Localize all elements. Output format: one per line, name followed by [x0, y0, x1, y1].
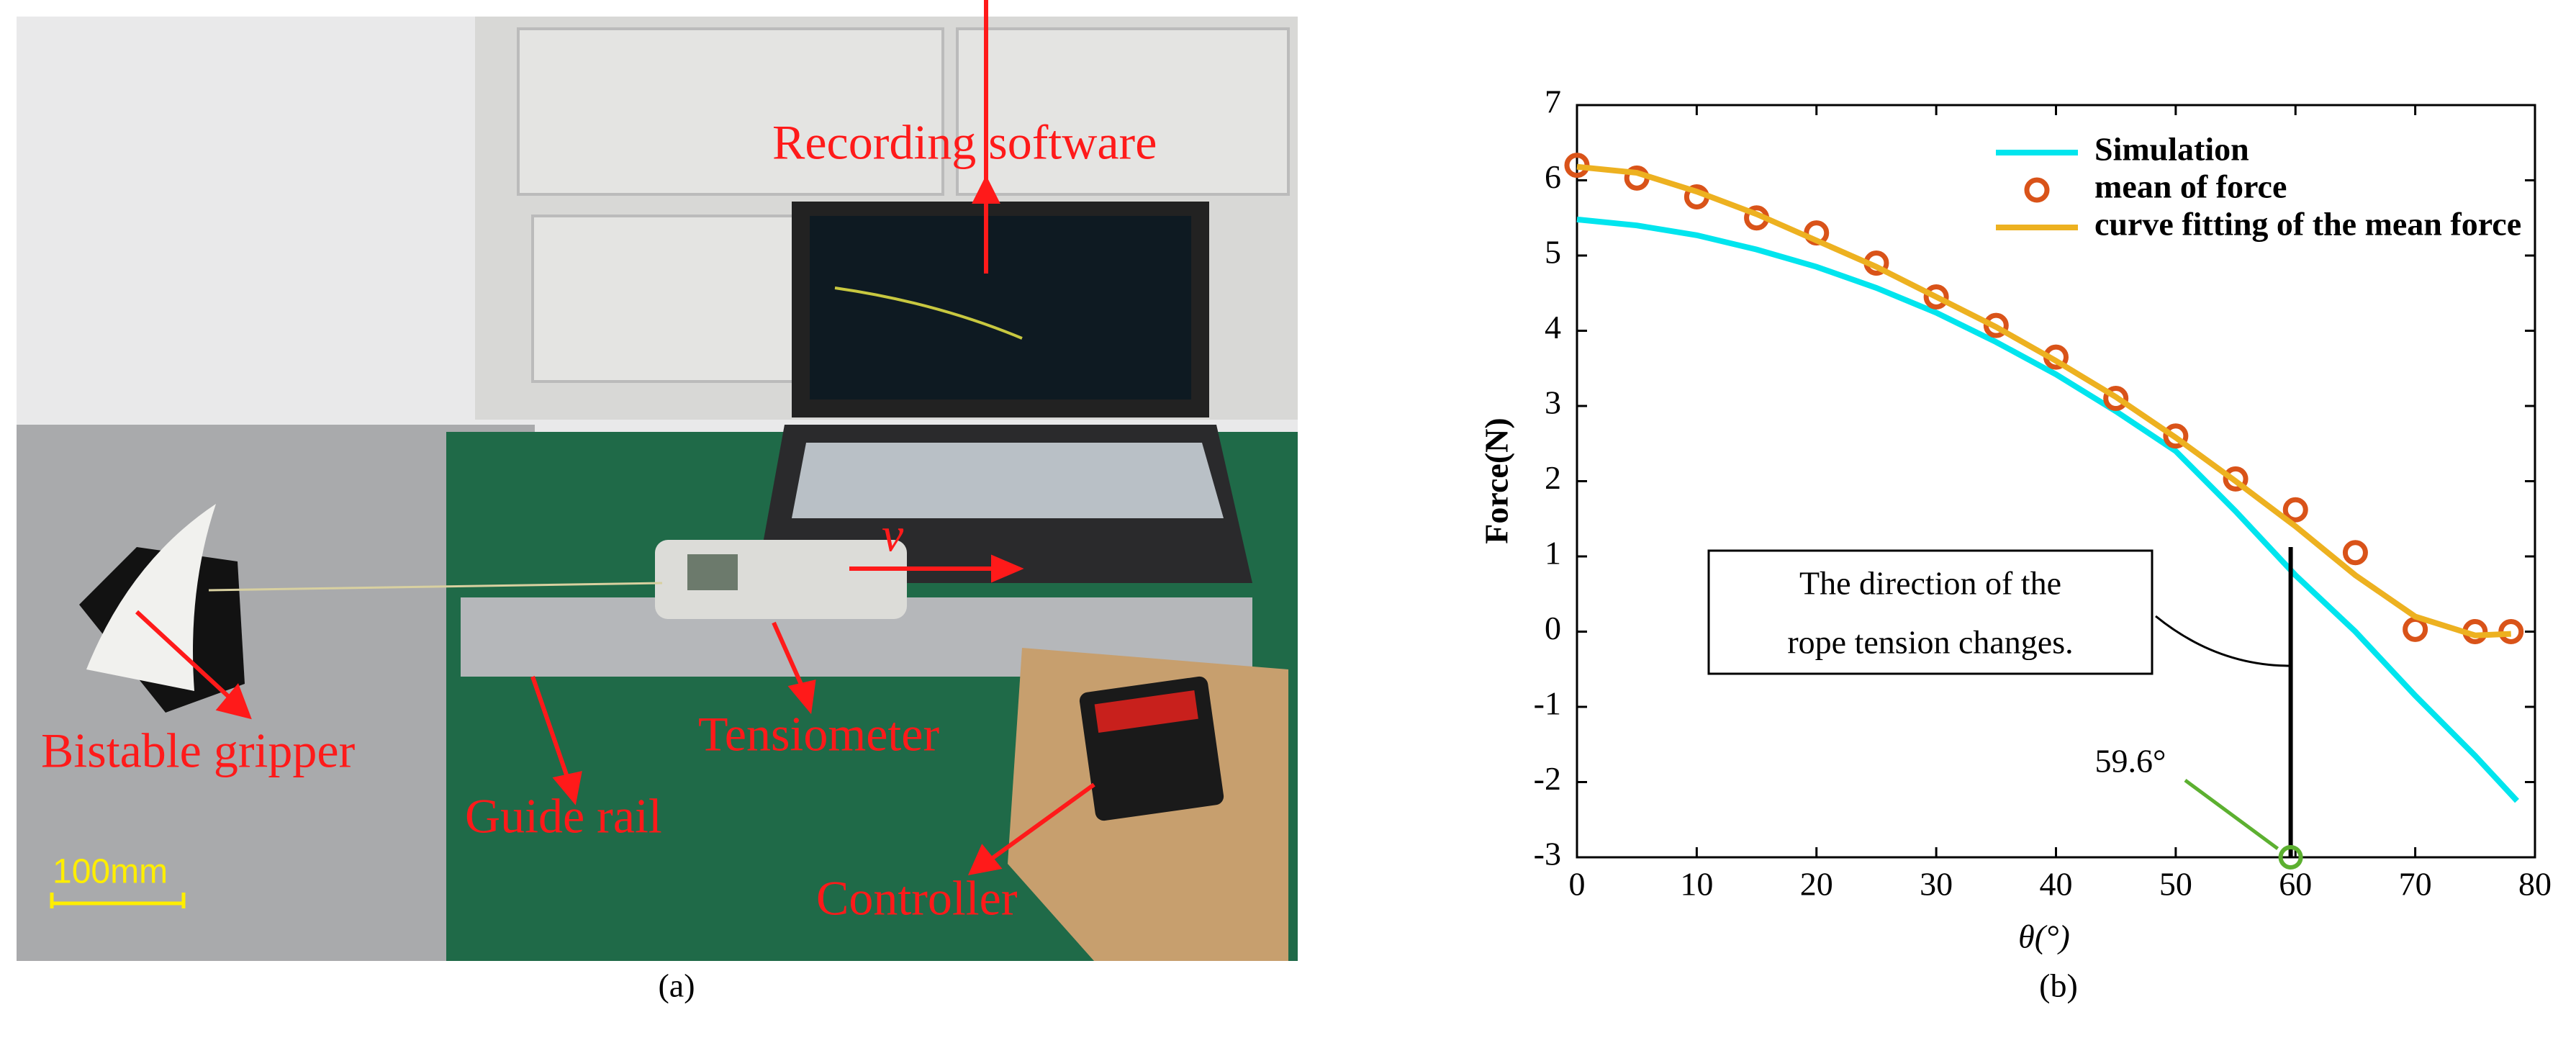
x-tick-label: 30 [1920, 866, 1953, 903]
x-tick-label: 10 [1680, 866, 1713, 903]
angle-marker [2278, 845, 2303, 870]
x-tick-label: 40 [2040, 866, 2073, 903]
marker [1923, 284, 1949, 310]
angle-label: 59.6° [2095, 743, 2166, 780]
legend-label: mean of force [2094, 168, 2287, 205]
arrow [135, 610, 232, 700]
scale-bar [50, 893, 186, 908]
y-tick-label: 2 [1545, 459, 1561, 496]
laptop-display [810, 216, 1191, 399]
arrow [530, 676, 571, 782]
photo-label: Guide rail [465, 789, 662, 844]
marker [1983, 312, 2009, 338]
arrowhead [215, 683, 252, 720]
x-tick-label: 60 [2279, 866, 2312, 903]
x-tick-label: 80 [2518, 866, 2552, 903]
drawer [517, 27, 944, 196]
y-tick-label: -1 [1534, 685, 1561, 722]
y-tick-label: 0 [1545, 610, 1561, 646]
photo-label: Controller [816, 871, 1018, 926]
y-tick-label: 1 [1545, 535, 1561, 572]
series-line [1576, 216, 2519, 803]
x-tick-label: 20 [1800, 866, 1833, 903]
photo-label: Tensiometer [698, 707, 939, 762]
marker [2282, 497, 2308, 523]
caption: (a) [658, 967, 695, 1004]
y-tick-label: 4 [1545, 309, 1561, 346]
keyboard [792, 443, 1224, 518]
annotation-text: rope tension changes. [1787, 624, 2073, 661]
photo: Recording software v Bistable gripper Te… [17, 0, 1298, 961]
arrowhead [967, 844, 1003, 876]
marker [2403, 616, 2428, 642]
gripper [86, 504, 216, 691]
tensiometer-display [687, 554, 738, 590]
x-tick-label: 0 [1569, 866, 1586, 903]
drawer [956, 27, 1290, 196]
arrow [988, 782, 1095, 862]
drawer [531, 215, 808, 383]
x-tick-label: 50 [2159, 866, 2192, 903]
arrowhead [972, 175, 1000, 204]
legend-label: Simulation [2094, 131, 2249, 168]
y-tick-label: 5 [1545, 234, 1561, 271]
screen-curve [834, 286, 1023, 340]
marker [2163, 423, 2189, 449]
photo-label: Recording software [772, 115, 1157, 170]
marker [2342, 540, 2368, 566]
pointer [2155, 615, 2291, 667]
x-tick-label: 70 [2399, 866, 2432, 903]
scale-label: 100mm [53, 853, 168, 891]
marker [2103, 386, 2129, 412]
x-axis-label: θ(°) [2018, 918, 2070, 955]
rope [208, 582, 663, 592]
photo-label: Bistable gripper [41, 723, 356, 778]
y-tick-label: 6 [1545, 158, 1561, 195]
marker [2223, 466, 2249, 492]
legend-swatch [2024, 177, 2050, 203]
arrows [135, 0, 1095, 876]
annotation-box [1707, 549, 2154, 675]
controller-display [1094, 690, 1198, 733]
arrow [772, 621, 805, 689]
y-tick-label: -3 [1534, 836, 1561, 872]
legend-label: curve fitting of the mean force [2094, 206, 2521, 243]
angle-arrow [2184, 778, 2279, 851]
caption: (b) [2039, 967, 2078, 1004]
y-tick-label: -2 [1534, 760, 1561, 797]
annotation-text: The direction of the [1799, 565, 2061, 602]
y-axis-label: Force(N) [1478, 417, 1515, 543]
arrowhead [991, 554, 1024, 583]
series-line [1576, 163, 2511, 638]
y-tick-label: 3 [1545, 384, 1561, 421]
arrowhead [787, 679, 816, 715]
arrowhead [552, 771, 582, 805]
photo-label: v [882, 507, 904, 562]
y-tick-label: 7 [1545, 83, 1561, 120]
